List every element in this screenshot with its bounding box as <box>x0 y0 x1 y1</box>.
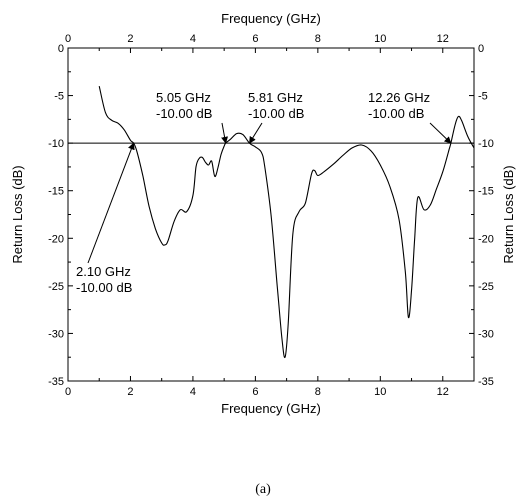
y-tick-label-left: -25 <box>48 281 64 293</box>
x-tick-label-top: 12 <box>437 33 449 45</box>
annotation-label-4: -10.00 dB <box>368 106 424 121</box>
y-tick-label-left: -30 <box>48 328 64 340</box>
annotation-arrow-2 <box>221 122 229 144</box>
annotation-arrow-4 <box>429 122 452 144</box>
annotation-label-1: -10.00 dB <box>76 280 132 295</box>
x-axis-title-top: Frequency (GHz) <box>221 11 321 26</box>
x-tick-label-top: 4 <box>190 33 196 45</box>
y-tick-label-left: -5 <box>54 91 64 103</box>
y-tick-label-right: -25 <box>478 281 494 293</box>
y-tick-label-right: -30 <box>478 328 494 340</box>
x-tick-label-bottom: 6 <box>252 386 258 398</box>
annotation-arrow-1 <box>87 142 135 264</box>
y-tick-label-right: -10 <box>478 138 494 150</box>
y-tick-label-left: -20 <box>48 233 64 245</box>
annotation-label-3: 5.81 GHz <box>248 90 303 105</box>
x-tick-label-top: 10 <box>374 33 386 45</box>
y-tick-label-right: -5 <box>478 91 488 103</box>
annotation-label-1: 2.10 GHz <box>76 264 131 279</box>
annotation-label-2: -10.00 dB <box>156 106 212 121</box>
series-line-return-loss <box>98 85 475 359</box>
y-tick-label-left: 0 <box>58 43 64 55</box>
x-tick-label-bottom: 10 <box>374 386 386 398</box>
annotation-arrow-3 <box>249 122 263 144</box>
annotation-label-2: 5.05 GHz <box>156 90 211 105</box>
y-tick-label-right: -15 <box>478 186 494 198</box>
figure-caption: (a) <box>255 482 271 497</box>
y-axis-title-left: Return Loss (dB) <box>10 165 25 263</box>
y-tick-label-right: -20 <box>478 233 494 245</box>
annotations: 2.10 GHz-10.00 dB5.05 GHz-10.00 dB5.81 G… <box>76 90 452 295</box>
annotation-label-3: -10.00 dB <box>248 106 304 121</box>
y-axis-title-right: Return Loss (dB) <box>501 165 516 263</box>
x-tick-label-top: 0 <box>65 33 71 45</box>
y-tick-label-right: 0 <box>478 43 484 55</box>
annotation-label-4: 12.26 GHz <box>368 90 430 105</box>
y-tick-label-left: -35 <box>48 376 64 388</box>
y-tick-label-right: -35 <box>478 376 494 388</box>
x-tick-label-bottom: 12 <box>437 386 449 398</box>
x-axis-title-bottom: Frequency (GHz) <box>221 401 321 416</box>
x-tick-label-top: 8 <box>315 33 321 45</box>
x-tick-label-bottom: 8 <box>315 386 321 398</box>
x-tick-label-top: 6 <box>252 33 258 45</box>
y-tick-label-left: -10 <box>48 138 64 150</box>
x-tick-label-bottom: 0 <box>65 386 71 398</box>
x-tick-label-top: 2 <box>127 33 133 45</box>
x-tick-label-bottom: 4 <box>190 386 196 398</box>
x-tick-label-bottom: 2 <box>127 386 133 398</box>
y-tick-label-left: -15 <box>48 186 64 198</box>
